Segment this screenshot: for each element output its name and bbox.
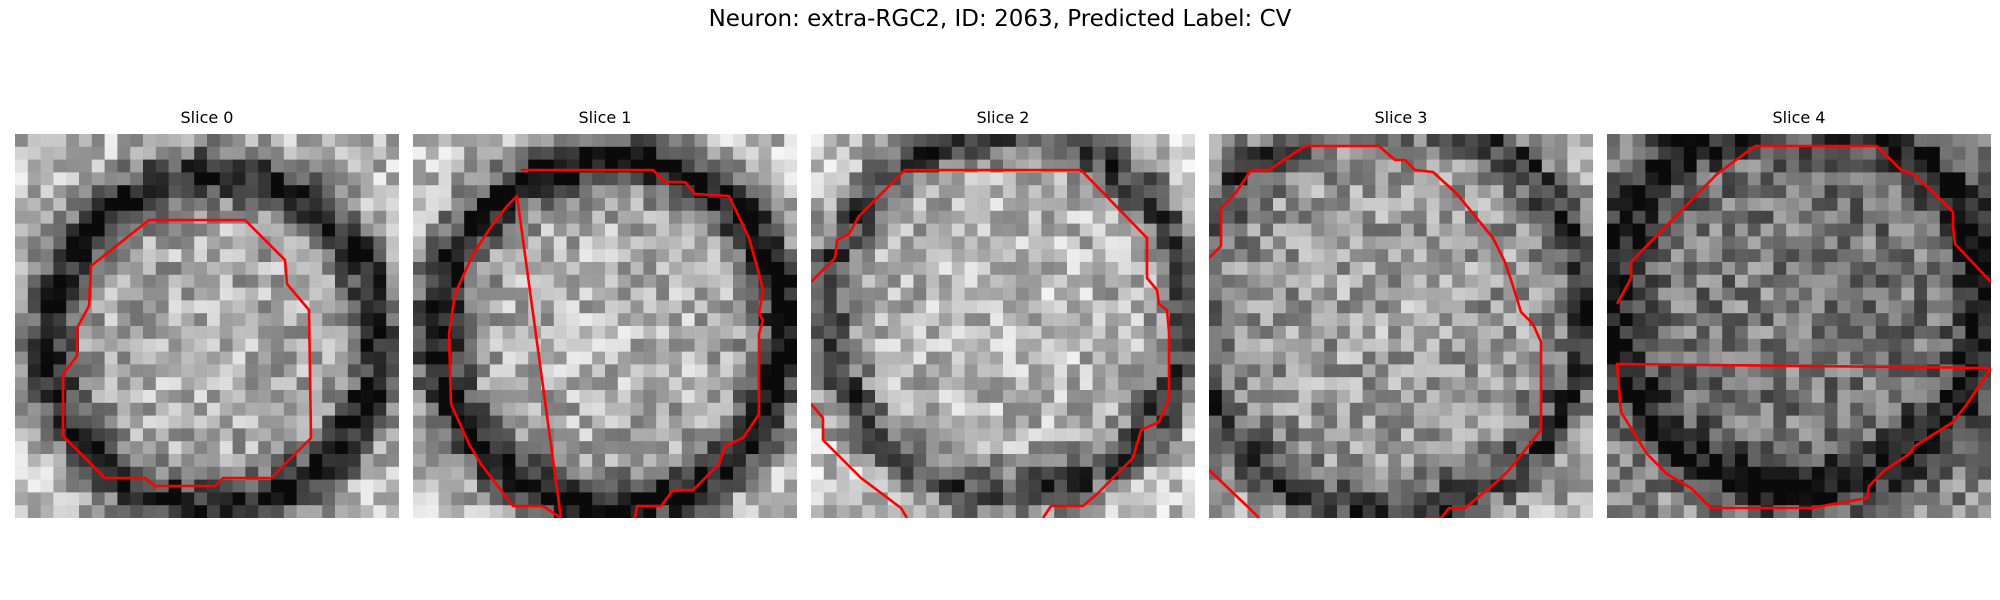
- slice-image-0: [15, 134, 399, 518]
- slice-title-2: Slice 2: [976, 108, 1030, 127]
- segmentation-contour: [1209, 144, 1543, 518]
- segmentation-contour: [447, 168, 765, 518]
- slice-image-1: [413, 134, 797, 518]
- slice-title-0: Slice 0: [180, 108, 234, 127]
- segmentation-contour: [61, 218, 313, 488]
- slice-image-3: [1209, 134, 1593, 518]
- slice-image-4: [1607, 134, 1991, 518]
- pixel-grid: [413, 134, 797, 518]
- figure-title: Neuron: extra-RGC2, ID: 2063, Predicted …: [708, 6, 1292, 32]
- slice-title-4: Slice 4: [1772, 108, 1826, 127]
- slice-title-3: Slice 3: [1374, 108, 1428, 127]
- slice-image-2: [811, 134, 1195, 518]
- pixel-grid: [811, 134, 1195, 518]
- segmentation-contour: [1615, 144, 1991, 510]
- slice-title-1: Slice 1: [578, 108, 632, 127]
- segmentation-contour: [811, 168, 1171, 518]
- pixel-grid: [1209, 134, 1593, 518]
- pixel-grid: [15, 134, 399, 518]
